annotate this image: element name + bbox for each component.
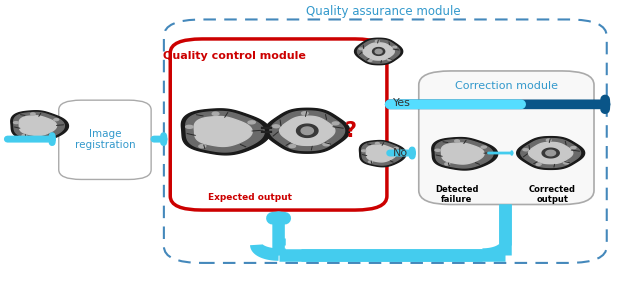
Polygon shape bbox=[529, 142, 573, 164]
Polygon shape bbox=[280, 116, 335, 145]
Text: =: = bbox=[258, 122, 273, 140]
Ellipse shape bbox=[368, 60, 372, 61]
Polygon shape bbox=[194, 117, 252, 146]
Polygon shape bbox=[360, 140, 406, 167]
Text: Detected
failure: Detected failure bbox=[435, 185, 479, 205]
Polygon shape bbox=[521, 139, 580, 167]
Ellipse shape bbox=[454, 140, 460, 142]
Polygon shape bbox=[375, 49, 382, 54]
Ellipse shape bbox=[369, 161, 372, 163]
Polygon shape bbox=[186, 112, 264, 152]
Polygon shape bbox=[265, 108, 349, 153]
Ellipse shape bbox=[273, 125, 280, 128]
Text: Quality control module: Quality control module bbox=[163, 51, 305, 61]
Text: Yes: Yes bbox=[393, 98, 410, 108]
Ellipse shape bbox=[22, 134, 27, 136]
Polygon shape bbox=[432, 138, 498, 170]
Ellipse shape bbox=[323, 143, 330, 146]
Polygon shape bbox=[435, 139, 493, 168]
Polygon shape bbox=[516, 137, 584, 169]
Polygon shape bbox=[19, 116, 56, 135]
Ellipse shape bbox=[563, 162, 568, 164]
Ellipse shape bbox=[547, 139, 551, 141]
Polygon shape bbox=[362, 142, 403, 165]
Ellipse shape bbox=[445, 163, 450, 165]
Polygon shape bbox=[13, 112, 65, 139]
Ellipse shape bbox=[362, 150, 365, 152]
Text: Expected output: Expected output bbox=[208, 193, 292, 202]
Ellipse shape bbox=[54, 119, 59, 121]
FancyBboxPatch shape bbox=[170, 39, 387, 210]
Ellipse shape bbox=[212, 112, 219, 115]
Polygon shape bbox=[296, 124, 318, 137]
FancyBboxPatch shape bbox=[419, 71, 594, 205]
Polygon shape bbox=[363, 43, 394, 60]
Ellipse shape bbox=[523, 149, 529, 151]
Text: No: No bbox=[393, 148, 408, 158]
Text: Quality assurance module: Quality assurance module bbox=[307, 5, 461, 19]
Polygon shape bbox=[366, 145, 396, 162]
Text: Correction module: Correction module bbox=[455, 81, 558, 91]
Ellipse shape bbox=[571, 147, 576, 149]
Ellipse shape bbox=[393, 46, 397, 48]
Polygon shape bbox=[442, 143, 484, 164]
Ellipse shape bbox=[289, 145, 296, 148]
Ellipse shape bbox=[248, 121, 255, 124]
Ellipse shape bbox=[332, 122, 339, 125]
Ellipse shape bbox=[199, 145, 206, 148]
Ellipse shape bbox=[376, 142, 380, 144]
Ellipse shape bbox=[301, 112, 308, 115]
Ellipse shape bbox=[359, 48, 363, 50]
FancyBboxPatch shape bbox=[59, 100, 151, 180]
Ellipse shape bbox=[387, 58, 391, 60]
Text: Corrected
output: Corrected output bbox=[529, 185, 576, 205]
Polygon shape bbox=[546, 150, 556, 156]
Polygon shape bbox=[372, 47, 385, 55]
Ellipse shape bbox=[31, 113, 35, 115]
Ellipse shape bbox=[435, 149, 440, 151]
Polygon shape bbox=[542, 148, 559, 158]
Ellipse shape bbox=[13, 122, 19, 124]
Ellipse shape bbox=[481, 146, 486, 148]
Ellipse shape bbox=[536, 163, 541, 166]
Polygon shape bbox=[301, 127, 314, 135]
Polygon shape bbox=[181, 109, 271, 155]
Polygon shape bbox=[358, 40, 400, 63]
Text: ?: ? bbox=[344, 121, 356, 141]
Ellipse shape bbox=[394, 148, 398, 149]
Polygon shape bbox=[355, 38, 403, 65]
Polygon shape bbox=[11, 111, 68, 141]
Ellipse shape bbox=[186, 125, 193, 128]
Text: Image
registration: Image registration bbox=[75, 129, 135, 150]
Ellipse shape bbox=[375, 40, 379, 42]
Polygon shape bbox=[270, 111, 344, 151]
